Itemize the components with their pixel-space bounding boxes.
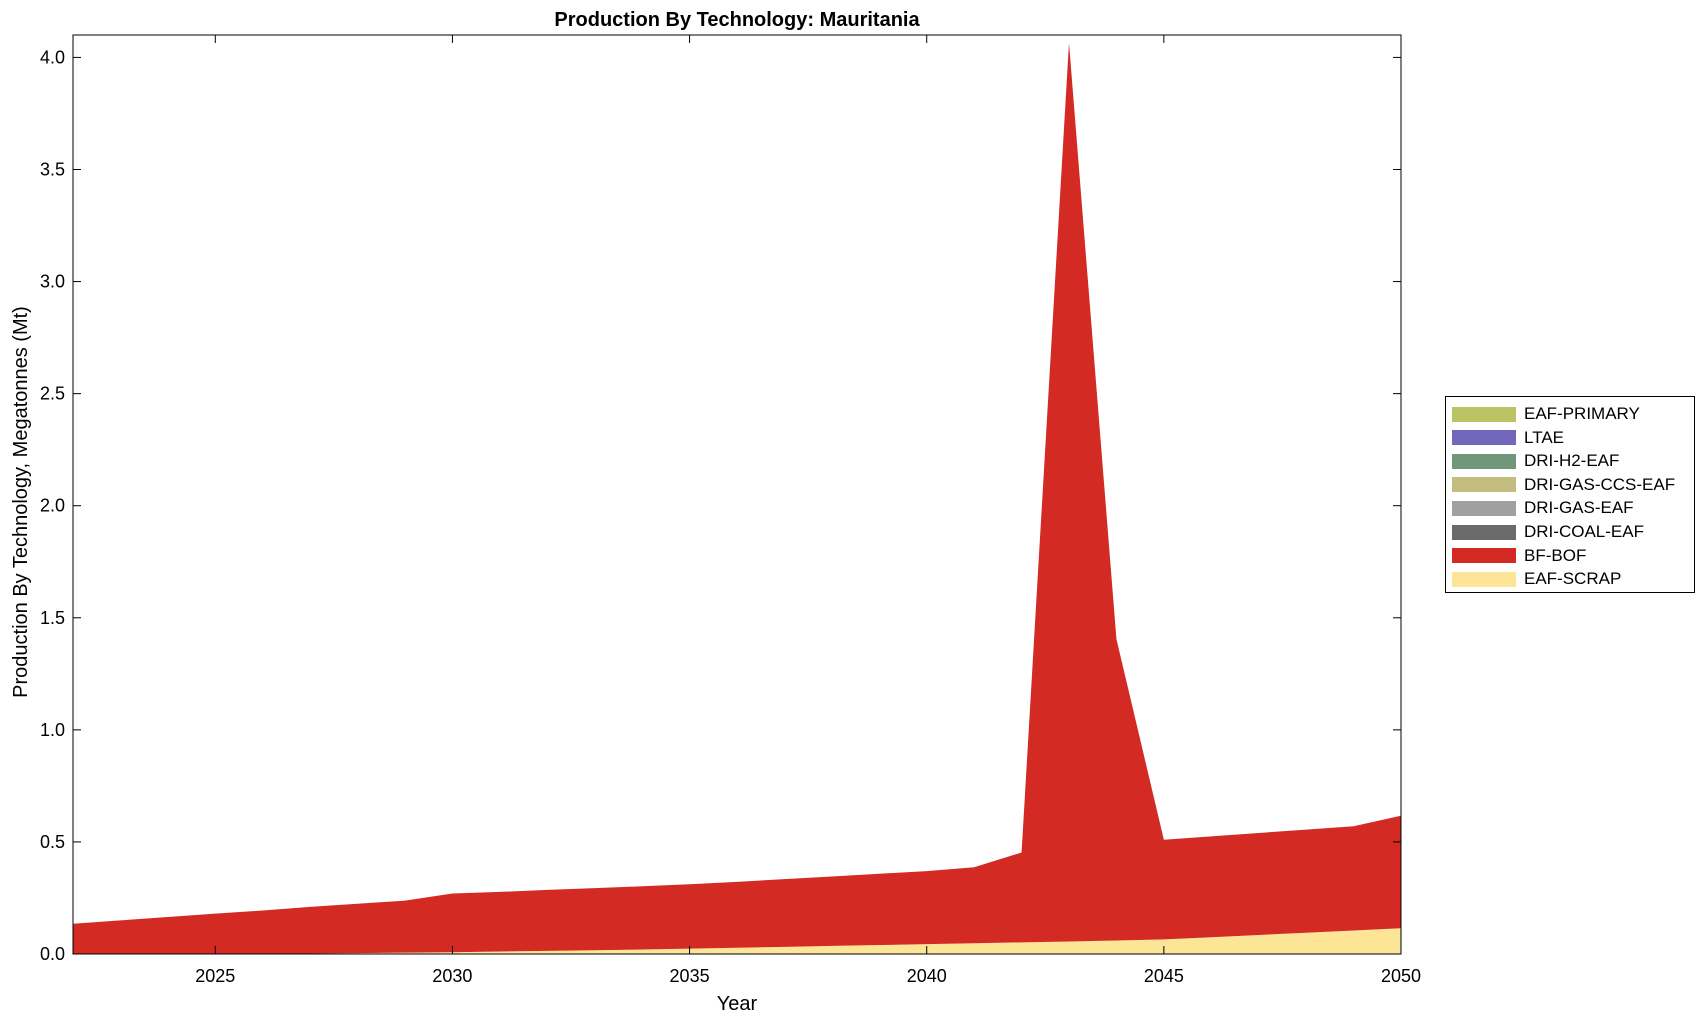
x-tick-label: 2050 — [1381, 966, 1421, 986]
legend-swatch — [1452, 430, 1516, 446]
y-tick-label: 0.5 — [40, 832, 65, 852]
legend-swatch — [1452, 524, 1516, 540]
y-tick-label: 3.0 — [40, 272, 65, 292]
axes-box — [72, 34, 1402, 955]
y-tick-label: 1.0 — [40, 720, 65, 740]
legend-item-dri-h2-eaf: DRI-H2-EAF — [1452, 450, 1619, 472]
y-axis-label: Production By Technology, Megatonnes (Mt… — [10, 306, 32, 698]
y-tick-label: 4.0 — [40, 47, 65, 67]
legend-item-eaf-primary: EAF-PRIMARY — [1452, 403, 1640, 425]
x-tick-label: 2040 — [907, 966, 947, 986]
legend-item-eaf-scrap: EAF-SCRAP — [1452, 568, 1621, 590]
area-bf-bof — [73, 42, 1401, 955]
legend-swatch — [1452, 406, 1516, 422]
legend-label: DRI-GAS-CCS-EAF — [1524, 474, 1676, 494]
legend-item-dri-coal-eaf: DRI-COAL-EAF — [1452, 521, 1644, 543]
x-tick-label: 2045 — [1144, 966, 1184, 986]
legend-label: LTAE — [1524, 427, 1564, 447]
y-tick-label: 1.5 — [40, 608, 65, 628]
legend-label: DRI-COAL-EAF — [1524, 522, 1644, 541]
legend-item-bf-bof: BF-BOF — [1452, 545, 1586, 567]
legend-swatch — [1452, 571, 1516, 587]
y-tick-label: 3.5 — [40, 159, 65, 179]
x-axis-label: Year — [717, 993, 758, 1015]
legend-label: EAF-PRIMARY — [1524, 404, 1640, 423]
x-tick-label: 2035 — [670, 966, 710, 986]
area-eaf-scrap — [73, 928, 1401, 954]
legend-swatch — [1452, 477, 1516, 493]
legend-item-dri-gas-eaf: DRI-GAS-EAF — [1452, 497, 1634, 519]
y-tick-label: 2.0 — [40, 496, 65, 516]
legend-label: BF-BOF — [1524, 545, 1587, 565]
legend-label: DRI-H2-EAF — [1524, 451, 1620, 471]
chart-title: Production By Technology: Mauritania — [554, 9, 920, 31]
legend-swatch — [1452, 548, 1516, 564]
legend-item-ltae: LTAE — [1452, 427, 1564, 449]
y-tick-label: 2.5 — [40, 384, 65, 404]
y-tick-label: 0.0 — [40, 944, 65, 964]
x-tick-label: 2030 — [432, 966, 472, 986]
axes: 2025 2030 2035 2040 2045 2050 0.0 0.5 1.0 1.5 2.0 2… — [40, 34, 1421, 986]
legend-label: EAF-SCRAP — [1524, 569, 1622, 589]
legend-label: DRI-GAS-EAF — [1524, 498, 1634, 518]
legend-item-dri-gas-ccs-eaf: DRI-GAS-CCS-EAF — [1452, 474, 1675, 496]
legend-swatch — [1452, 500, 1516, 516]
legend-swatch — [1452, 453, 1516, 469]
x-tick-label: 2025 — [195, 966, 235, 986]
legend: EAF-PRIMARY LTAE DRI-H2-EAF DRI-GAS-CCS-EAF… — [1445, 396, 1695, 593]
plot-area — [73, 42, 1401, 955]
